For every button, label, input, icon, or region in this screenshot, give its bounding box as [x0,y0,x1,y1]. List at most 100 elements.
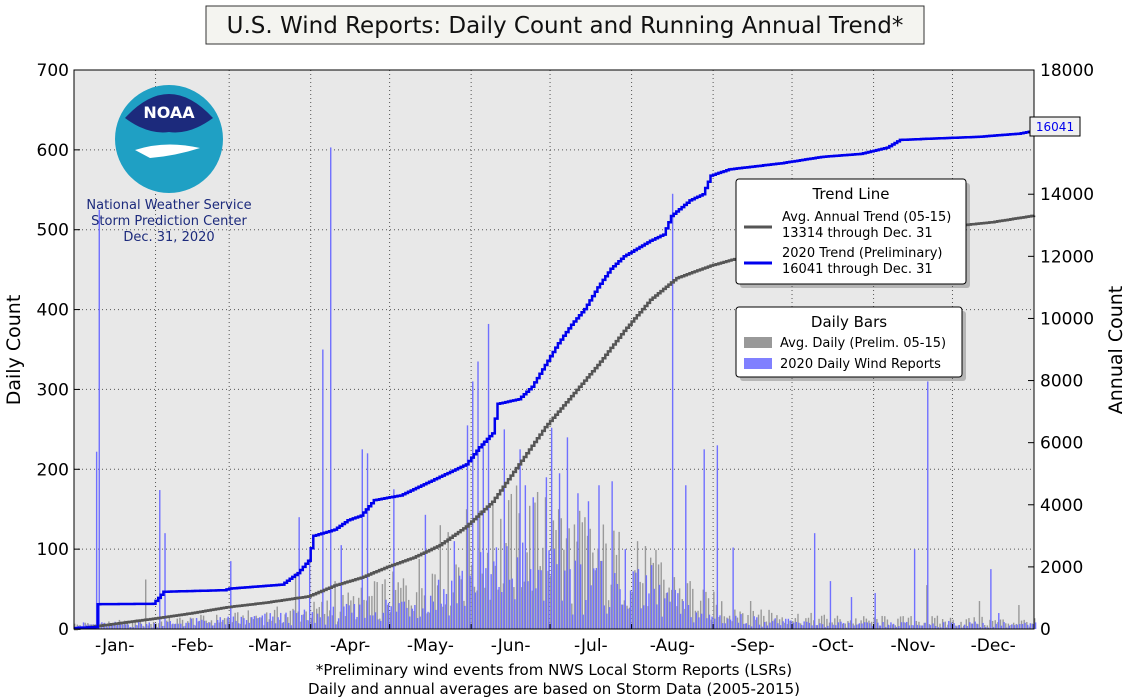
daily-bar [569,569,571,629]
daily-bar [752,610,754,629]
daily-bar [942,622,945,629]
daily-bar [823,614,825,629]
daily-bar [949,617,952,629]
daily-bar [468,522,470,629]
daily-bar [974,621,976,629]
daily-bar [322,349,324,629]
daily-bar [555,529,557,629]
daily-bar [1031,623,1033,629]
daily-bar [268,619,271,629]
daily-bar [832,624,834,629]
daily-bar [266,621,269,629]
daily-bar [507,500,510,629]
right-tick-label: 18000 [1040,61,1094,81]
left-tick-label: 600 [37,141,69,161]
month-label: -Jan- [95,636,134,656]
daily-bar [971,623,974,629]
daily-bar [227,616,229,629]
daily-bar [393,489,395,629]
daily-bar [518,513,520,629]
daily-bar [308,620,310,629]
daily-bar [573,524,576,629]
daily-bar [821,624,824,629]
daily-bar [511,578,513,629]
daily-bar [324,624,327,629]
daily-bar [740,614,742,629]
daily-bar [621,604,624,629]
daily-bar [853,625,855,629]
daily-bar [679,613,682,629]
daily-bar [1019,623,1021,629]
daily-bar [469,575,471,629]
daily-bar [811,625,813,629]
daily-bar [552,520,555,629]
daily-bar [600,560,602,629]
daily-bar [206,622,208,629]
daily-bar [415,592,418,629]
daily-bar [758,624,761,629]
bars-legend-box [735,306,963,378]
daily-bar [711,616,713,629]
daily-bar [800,624,803,629]
daily-bar [852,623,854,629]
daily-bar [392,571,394,629]
daily-bar [842,623,845,629]
daily-bar [992,626,995,629]
right-axis-label: Annual Count [1105,286,1127,415]
daily-bar [314,622,316,629]
daily-bar [632,571,634,629]
daily-bar [770,612,773,629]
daily-bar [210,620,213,629]
daily-bar [222,619,224,629]
daily-bar [931,616,933,629]
daily-bar [960,621,962,629]
daily-bar [455,564,457,629]
daily-bar [316,613,319,629]
daily-bar [653,588,655,629]
daily-bar [652,562,655,629]
daily-bar [150,624,152,629]
daily-bar [685,485,687,629]
daily-bar [731,621,733,629]
daily-bar [1032,623,1034,629]
daily-bar [957,625,960,629]
daily-bar [858,623,861,629]
daily-bar [182,626,185,629]
daily-bar [870,621,873,629]
daily-bar [860,620,862,629]
daily-bar [279,619,281,629]
daily-bar [332,606,335,629]
daily-bar [437,579,440,629]
daily-bar [915,620,918,629]
daily-bar [156,627,158,629]
daily-bar [229,619,231,629]
daily-bar [203,620,206,629]
daily-bar [401,601,403,629]
daily-bar [962,625,965,629]
daily-bar [482,441,484,629]
daily-bar [174,623,177,629]
daily-bar [787,618,790,629]
footnote-2: Daily and annual averages are based on S… [308,680,800,698]
daily-bar [665,593,668,629]
daily-bar [477,361,479,629]
daily-bar [445,593,448,629]
daily-bar [253,616,256,629]
daily-bar [410,605,413,629]
daily-bar [230,561,232,629]
daily-bar [413,610,415,629]
daily-bar [660,562,662,629]
daily-bar [735,615,737,629]
daily-bar [1018,605,1020,629]
daily-bar [310,617,313,629]
daily-bar [715,604,718,629]
daily-bar [297,611,299,629]
daily-bar [250,617,252,629]
daily-bar [335,624,337,629]
daily-bar [492,505,494,629]
daily-bar [687,605,690,629]
month-label: -Apr- [330,636,370,656]
daily-bar [600,560,603,629]
daily-bar [129,626,131,629]
daily-bar [626,605,628,629]
